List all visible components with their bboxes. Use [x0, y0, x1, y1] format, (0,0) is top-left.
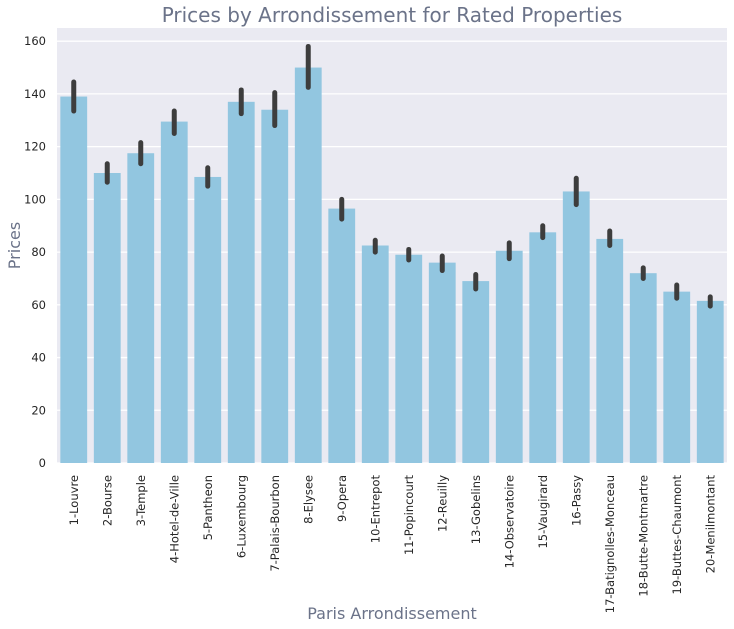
bar: [529, 232, 557, 463]
plot-area: [57, 28, 727, 463]
x-tick-label: 5-Pantheon: [201, 475, 215, 540]
y-tick-label: 20: [31, 403, 46, 417]
bar: [93, 173, 121, 463]
bar: [294, 67, 322, 463]
bar: [328, 208, 356, 463]
bar: [696, 300, 724, 463]
x-tick-label: 13-Gobelins: [469, 475, 483, 544]
y-tick-label: 140: [24, 87, 46, 101]
x-tick-label: 16-Passy: [569, 475, 583, 526]
bar: [596, 238, 624, 463]
x-tick-label: 1-Louvre: [67, 475, 81, 525]
bar: [361, 245, 389, 463]
bar: [261, 109, 289, 464]
x-tick-label: 4-Hotel-de-Ville: [167, 475, 181, 563]
bar: [227, 101, 255, 464]
y-axis-label: Prices: [5, 222, 24, 269]
x-tick-label: 9-Opera: [335, 475, 349, 522]
x-tick-label: 2-Bourse: [100, 475, 114, 526]
y-tick-label: 100: [24, 192, 46, 206]
y-tick-label: 80: [31, 245, 46, 259]
bar: [428, 262, 456, 463]
y-tick-label: 60: [31, 298, 46, 312]
bar: [395, 254, 423, 463]
bar: [194, 176, 222, 464]
x-tick-label: 12-Reuilly: [435, 475, 449, 532]
bars: [60, 67, 724, 464]
x-tick-label: 6-Luxembourg: [234, 475, 248, 558]
x-axis-label: Paris Arrondissement: [307, 604, 477, 623]
y-tick-label: 0: [39, 456, 46, 470]
y-tick-label: 40: [31, 351, 46, 365]
error-bars: [71, 43, 713, 309]
bar: [629, 273, 657, 463]
bar: [462, 281, 490, 463]
bar: [160, 121, 188, 463]
x-tick-label: 15-Vaugirard: [536, 475, 550, 549]
x-tick-label: 3-Temple: [134, 475, 148, 526]
y-tick-labels: 0 20 40 60 80 100 120 140 160: [24, 34, 46, 470]
bar: [663, 291, 691, 463]
x-tick-label: 20-Menilmontant: [703, 475, 717, 574]
bar: [60, 96, 88, 463]
x-tick-label: 10-Entrepot: [368, 475, 382, 544]
x-tick-labels: 1-Louvre 2-Bourse 3-Temple 4-Hotel-de-Ville…: [67, 475, 718, 614]
x-tick-label: 19-Buttes-Chaumont: [670, 475, 684, 595]
bar: [127, 153, 155, 463]
x-tick-label: 17-Batignolles-Monceau: [603, 475, 617, 613]
y-tick-label: 120: [24, 140, 46, 154]
chart-title: Prices by Arrondissement for Rated Prope…: [162, 3, 623, 27]
bar: [562, 191, 590, 464]
x-tick-label: 8-Elysee: [301, 475, 315, 524]
x-tick-label: 14-Observatoire: [502, 475, 516, 568]
x-tick-label: 7-Palais-Bourbon: [268, 475, 282, 572]
x-tick-label: 11-Popincourt: [402, 475, 416, 556]
bar: [495, 250, 523, 463]
x-tick-label: 18-Butte-Montmartre: [636, 475, 650, 597]
y-tick-label: 160: [24, 34, 46, 48]
